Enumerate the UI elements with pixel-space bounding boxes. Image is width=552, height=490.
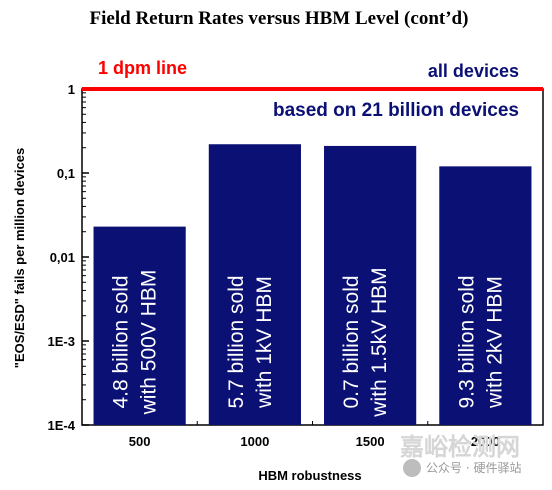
y-tick-label: 1 xyxy=(68,82,75,97)
bar-label: 0.7 billion sold xyxy=(340,275,363,408)
bar xyxy=(324,145,417,425)
bar xyxy=(93,226,186,425)
x-axis-label: HBM robustness xyxy=(258,468,361,483)
x-tick-label: 500 xyxy=(129,434,151,449)
y-tick-label: 1E-4 xyxy=(48,418,76,433)
watermark-brand: 嘉峪检测网 xyxy=(400,433,520,461)
bar xyxy=(208,144,301,425)
bar-label: 4.8 billion sold xyxy=(110,275,133,408)
watermark: 嘉峪检测网 公众号 · 硬件驿站 xyxy=(400,433,521,477)
x-tick-label: 2000 xyxy=(471,434,500,449)
bars: 4.8 billion sold with 500V HBM 5.7 billion… xyxy=(93,144,532,426)
y-tick-label: 0,1 xyxy=(57,166,75,181)
plot-area: 1 0,1 0,01 1E-3 1E-4 500 1000 1500 2000 4.8 bil… xyxy=(48,82,544,449)
y-axis-label: "EOS/ESD" fails per million devices xyxy=(12,148,27,368)
reference-line-label: 1 dpm line xyxy=(98,58,187,78)
x-tick-label: 1000 xyxy=(240,434,269,449)
bar-label: with 1kV HBM xyxy=(253,276,276,409)
bar-label: 5.7 billion sold xyxy=(225,275,248,408)
bar-label: 9.3 billion sold xyxy=(455,275,478,408)
y-axis: 1 0,1 0,01 1E-3 1E-4 xyxy=(48,82,89,433)
annotation-text: based on 21 billion devices xyxy=(273,100,519,121)
y-tick-label: 0,01 xyxy=(50,250,75,265)
watermark-text: 公众号 · 硬件驿站 xyxy=(426,461,521,475)
bar xyxy=(439,166,532,426)
y-tick-label: 1E-3 xyxy=(48,334,75,349)
bar-label: with 1.5kV HBM xyxy=(368,267,391,417)
bar-label: with 500V HBM xyxy=(138,270,161,416)
all-devices-label: all devices xyxy=(428,61,519,81)
chart-title: Field Return Rates versus HBM Level (con… xyxy=(90,8,469,29)
x-tick-label: 1500 xyxy=(356,434,385,449)
bar-label: with 2kV HBM xyxy=(483,276,506,409)
wechat-icon xyxy=(403,459,421,477)
